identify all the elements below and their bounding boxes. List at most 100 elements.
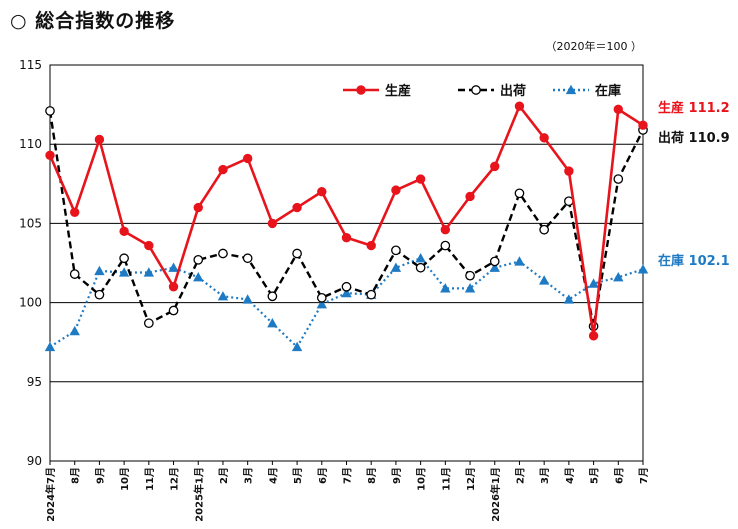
data-point <box>588 331 599 341</box>
data-point <box>94 289 105 300</box>
data-point <box>316 292 327 303</box>
x-tick-label: 2024年7月 <box>44 467 57 522</box>
data-point <box>489 262 500 272</box>
data-point <box>218 248 228 259</box>
data-point <box>415 174 426 184</box>
x-tick-label: 6月 <box>613 467 625 484</box>
data-point <box>465 270 475 281</box>
data-point <box>144 240 154 251</box>
legend-label: 在庫 <box>595 83 621 99</box>
data-point <box>490 161 500 172</box>
y-tick-label: 90 <box>27 454 42 468</box>
data-point <box>514 101 525 111</box>
data-point <box>489 256 500 267</box>
legend-label: 出荷 <box>500 83 526 99</box>
x-tick-label: 11月 <box>440 467 452 491</box>
data-point <box>118 267 130 277</box>
x-tick-label: 12月 <box>169 467 181 491</box>
data-point <box>168 262 179 272</box>
data-point <box>267 218 278 229</box>
data-point <box>193 254 204 265</box>
x-tick-label: 2026年1月 <box>489 467 502 522</box>
end-value-label: 出荷 110.9 <box>658 130 730 146</box>
y-tick-label: 95 <box>27 375 42 389</box>
data-point <box>292 202 302 213</box>
unit-note: （2020年＝100 ） <box>545 40 643 53</box>
data-point <box>564 166 574 176</box>
data-point <box>440 283 451 293</box>
x-tick-label: 9月 <box>94 467 106 484</box>
data-point <box>45 150 55 160</box>
data-point <box>217 291 229 301</box>
data-point <box>613 104 623 115</box>
data-point <box>391 185 401 195</box>
data-point <box>341 232 352 243</box>
data-point <box>539 224 550 235</box>
y-tick-label: 100 <box>19 296 42 310</box>
data-point <box>366 289 377 300</box>
data-point <box>563 294 575 304</box>
data-point <box>242 294 253 304</box>
data-point <box>613 272 624 282</box>
data-point <box>415 253 426 263</box>
x-tick-label: 8月 <box>366 467 378 484</box>
data-point <box>316 298 327 309</box>
data-point <box>218 164 228 175</box>
gridlines <box>50 64 643 462</box>
data-point <box>119 253 129 264</box>
data-point <box>242 153 253 164</box>
x-tick-label: 3月 <box>539 467 551 484</box>
data-point <box>143 318 154 329</box>
data-point <box>638 120 648 130</box>
x-tick-label: 10月 <box>119 467 131 491</box>
data-point <box>143 267 155 277</box>
series-shipments <box>45 106 648 332</box>
x-tick-label: 4月 <box>564 467 576 484</box>
chart-title: ○ 総合指数の推移 <box>10 10 176 32</box>
series-line <box>48 104 644 338</box>
x-tick-label: 7月 <box>342 467 354 484</box>
data-point <box>471 85 481 95</box>
data-point <box>70 207 80 218</box>
legend-item: 出荷 <box>458 83 526 99</box>
y-tick-label: 105 <box>19 216 42 230</box>
data-point <box>514 256 525 266</box>
data-point <box>465 191 475 202</box>
data-point <box>291 341 303 352</box>
data-point <box>292 248 302 259</box>
x-tick-label: 10月 <box>416 467 428 491</box>
series-inventory <box>44 253 649 352</box>
end-value-label: 生産 111.2 <box>658 100 730 116</box>
x-tick-label: 12月 <box>465 467 477 491</box>
legend-item: 生産 <box>343 83 411 99</box>
data-point <box>514 188 525 199</box>
data-point <box>565 84 577 95</box>
data-point <box>168 282 179 292</box>
data-point <box>440 225 451 235</box>
data-point <box>44 341 56 352</box>
plot-frame <box>49 64 644 462</box>
data-point <box>45 106 55 116</box>
data-point <box>464 283 476 293</box>
x-tick-label: 5月 <box>589 467 601 484</box>
data-point <box>242 253 253 264</box>
data-point <box>193 202 203 213</box>
data-point <box>637 264 649 274</box>
data-point <box>588 278 599 288</box>
data-point <box>415 262 426 273</box>
data-point <box>193 272 204 282</box>
x-tick-label: 5月 <box>292 467 304 484</box>
x-tick-label: 8月 <box>70 467 82 484</box>
y-tick-label: 115 <box>19 58 42 72</box>
x-tick-label: 2月 <box>514 467 526 484</box>
x-tick-label: 4月 <box>267 467 279 484</box>
x-tick-label: 6月 <box>317 467 329 484</box>
data-point <box>69 269 80 279</box>
y-tick-label: 110 <box>19 137 42 151</box>
x-tick-label: 9月 <box>391 467 403 484</box>
data-point <box>94 134 105 145</box>
data-point <box>539 133 549 143</box>
data-point <box>538 275 550 285</box>
data-point <box>341 281 352 292</box>
legend-item: 在庫 <box>553 83 621 99</box>
